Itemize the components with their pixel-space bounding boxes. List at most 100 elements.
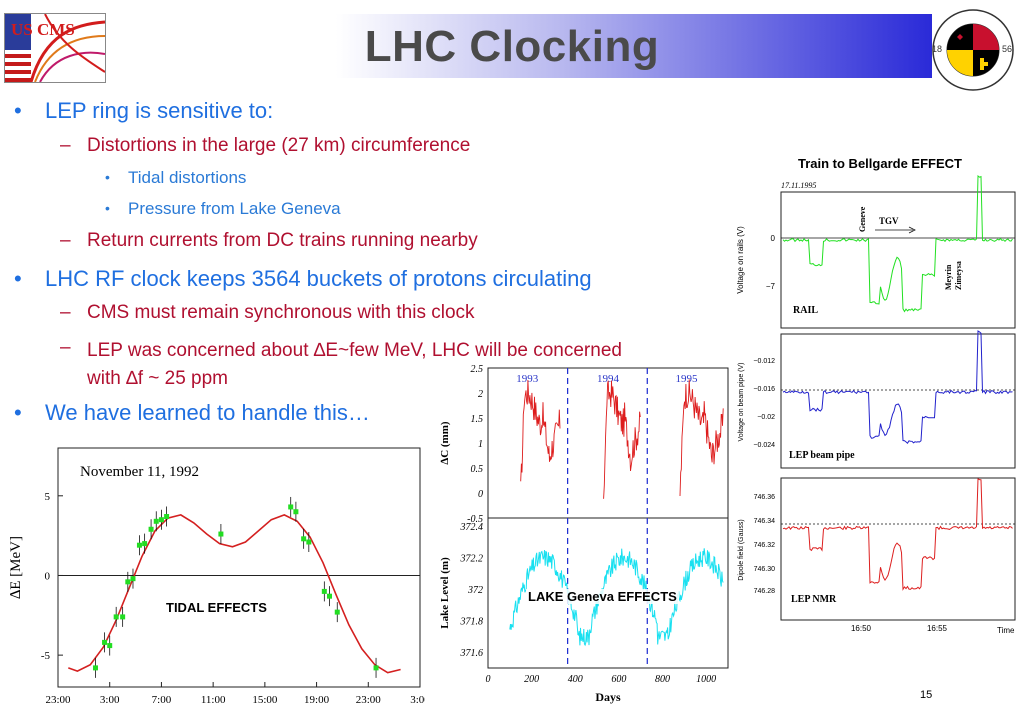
train-tgv-arrowhead xyxy=(908,226,916,234)
tidal-point xyxy=(334,609,340,615)
lake-c-y-tick: 1 xyxy=(478,439,483,450)
train-tgv-label: TGV xyxy=(879,216,899,226)
lake-x-label: Days xyxy=(595,690,621,704)
tidal-y-label: ∆E [MeV] xyxy=(8,536,24,599)
lake-chart: 2.5 2 1.5 1 0.5 0 -0.5 372.4 372.2 372 371.8 371.6 0… xyxy=(432,362,732,709)
lake-circumference-series xyxy=(603,380,641,499)
lake-year-label: 1993 xyxy=(516,373,539,385)
bullet-symbol: – xyxy=(60,302,71,323)
lake-c-y-tick: 0.5 xyxy=(471,464,484,475)
lake-level-y-label: Lake Level (m) xyxy=(439,557,451,629)
page-title: LHC Clocking xyxy=(364,22,660,71)
lake-level-series xyxy=(509,548,724,647)
bullet-item: LEP was concerned about ∆E~few MeV, LHC … xyxy=(87,340,622,389)
lake-x-tick: 1000 xyxy=(696,674,716,685)
tidal-point xyxy=(164,514,170,520)
uscms-logo-text: US CMS xyxy=(11,20,75,39)
lake-level-y-tick: 372.2 xyxy=(460,553,484,564)
bullet-item: LHC RF clock keeps 3564 buckets of proto… xyxy=(45,266,592,291)
lake-c-y-tick: -0.5 xyxy=(467,514,483,525)
tidal-y-tick: -5 xyxy=(41,650,51,662)
train-x-label: Time xyxy=(997,626,1015,635)
tidal-x-tick: 11:00 xyxy=(201,694,226,706)
train-nmr-y-tick: 746.32 xyxy=(754,542,776,549)
lake-circumference-series xyxy=(679,379,724,497)
tidal-point xyxy=(130,576,136,582)
bullet-symbol: • xyxy=(14,266,22,291)
train-beampipe-series xyxy=(782,330,1013,444)
university-of-maryland-seal: 18 56 xyxy=(930,8,1016,92)
train-chart: 17.11.1995 0 −7 Voltage on rails (V) RAIL Gen… xyxy=(733,150,1024,640)
seal-year-right: 56 xyxy=(1002,44,1013,54)
tidal-point xyxy=(120,614,126,620)
lake-year-label: 1995 xyxy=(676,373,699,385)
train-nmr-y-tick: 746.30 xyxy=(754,566,776,573)
bullet-item: We have learned to handle this… xyxy=(45,400,370,425)
train-meyrin-label: Meyrin xyxy=(944,264,953,290)
lake-year-label: 1994 xyxy=(597,373,620,385)
bullet-item: CMS must remain synchronous with this cl… xyxy=(87,302,475,323)
train-nmr-y-tick: 746.36 xyxy=(754,494,776,501)
page-number: 15 xyxy=(920,689,933,701)
lake-level-y-tick: 372.4 xyxy=(460,522,484,533)
bullet-item: Pressure from Lake Geneva xyxy=(128,199,341,218)
train-geneve-label: Geneve xyxy=(858,206,867,232)
tidal-point xyxy=(288,504,294,510)
train-rail-y-tick: 0 xyxy=(771,234,776,243)
tidal-point xyxy=(321,588,327,594)
train-x-tick: 16:50 xyxy=(851,624,872,633)
bullet-symbol: • xyxy=(105,200,110,216)
tidal-annotation: November 11, 1992 xyxy=(80,464,199,480)
lake-x-tick: 800 xyxy=(655,674,670,685)
lake-x-tick: 600 xyxy=(611,674,626,685)
tidal-x-tick: 3:00 xyxy=(410,694,425,706)
uscms-logo: US CMS xyxy=(4,13,106,83)
train-beampipe-y-tick: −0.016 xyxy=(753,386,775,393)
tidal-x-tick: 15:00 xyxy=(252,694,278,706)
lake-level-y-tick: 371.6 xyxy=(460,648,484,659)
tidal-x-tick: 19:00 xyxy=(304,694,330,706)
tidal-point xyxy=(125,579,131,585)
lake-x-tick: 200 xyxy=(524,674,539,685)
tidal-point xyxy=(373,665,379,671)
tidal-chart: 5 0 -5 23:00 3:00 7:00 11:00 15:00 19:00 23:00 3:0… xyxy=(0,440,430,709)
bullet-symbol: • xyxy=(14,98,22,123)
tidal-y-tick: 5 xyxy=(45,491,51,503)
tidal-point xyxy=(142,541,148,547)
train-date: 17.11.1995 xyxy=(781,181,816,190)
lake-c-y-tick: 2.5 xyxy=(471,364,484,375)
train-nmr-y-tick: 746.28 xyxy=(754,588,776,595)
train-caption: Train to Bellgarde EFFECT xyxy=(798,156,962,171)
train-beampipe-panel-label: LEP beam pipe xyxy=(789,450,855,461)
tidal-x-tick: 7:00 xyxy=(152,694,172,706)
tidal-point xyxy=(301,536,307,542)
train-rail-series xyxy=(782,174,1013,313)
tidal-curve xyxy=(68,514,401,674)
bullet-item: Return currents from DC trains running n… xyxy=(87,230,478,251)
bullet-symbol: – xyxy=(60,337,71,358)
tidal-point xyxy=(92,665,98,671)
train-panel-frame xyxy=(780,333,1016,469)
bullet-symbol: – xyxy=(60,230,71,251)
bullet-item: LEP ring is sensitive to: xyxy=(45,98,274,123)
lake-c-y-tick: 2 xyxy=(478,389,483,400)
title-banner xyxy=(104,14,932,78)
train-panel-frame xyxy=(780,191,1016,329)
bullet-symbol: – xyxy=(60,135,71,156)
tidal-caption: TIDAL EFFECTS xyxy=(166,600,267,615)
train-beampipe-y-tick: −0.02 xyxy=(757,414,775,421)
lake-x-tick: 0 xyxy=(486,674,491,685)
train-nmr-y-label: Dipole field (Gauss) xyxy=(738,519,745,580)
tidal-chart-svg: 5 0 -5 23:00 3:00 7:00 11:00 15:00 19:00 23:00 3:0… xyxy=(8,447,430,706)
lake-circumference-series xyxy=(520,379,561,482)
tidal-point xyxy=(327,593,332,599)
lake-x-tick: 400 xyxy=(568,674,583,685)
train-rail-y-label: Voltage on rails (V) xyxy=(736,226,745,294)
tidal-point xyxy=(218,531,224,537)
lake-c-y-tick: 0 xyxy=(478,489,483,500)
tidal-x-tick: 23:00 xyxy=(356,694,382,706)
train-nmr-series xyxy=(782,478,1013,591)
bullet-item: Tidal distortions xyxy=(128,168,247,187)
train-rail-y-tick: −7 xyxy=(766,282,776,291)
